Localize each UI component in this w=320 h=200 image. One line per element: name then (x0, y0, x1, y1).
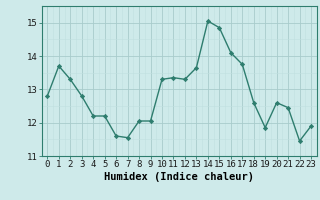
X-axis label: Humidex (Indice chaleur): Humidex (Indice chaleur) (104, 172, 254, 182)
